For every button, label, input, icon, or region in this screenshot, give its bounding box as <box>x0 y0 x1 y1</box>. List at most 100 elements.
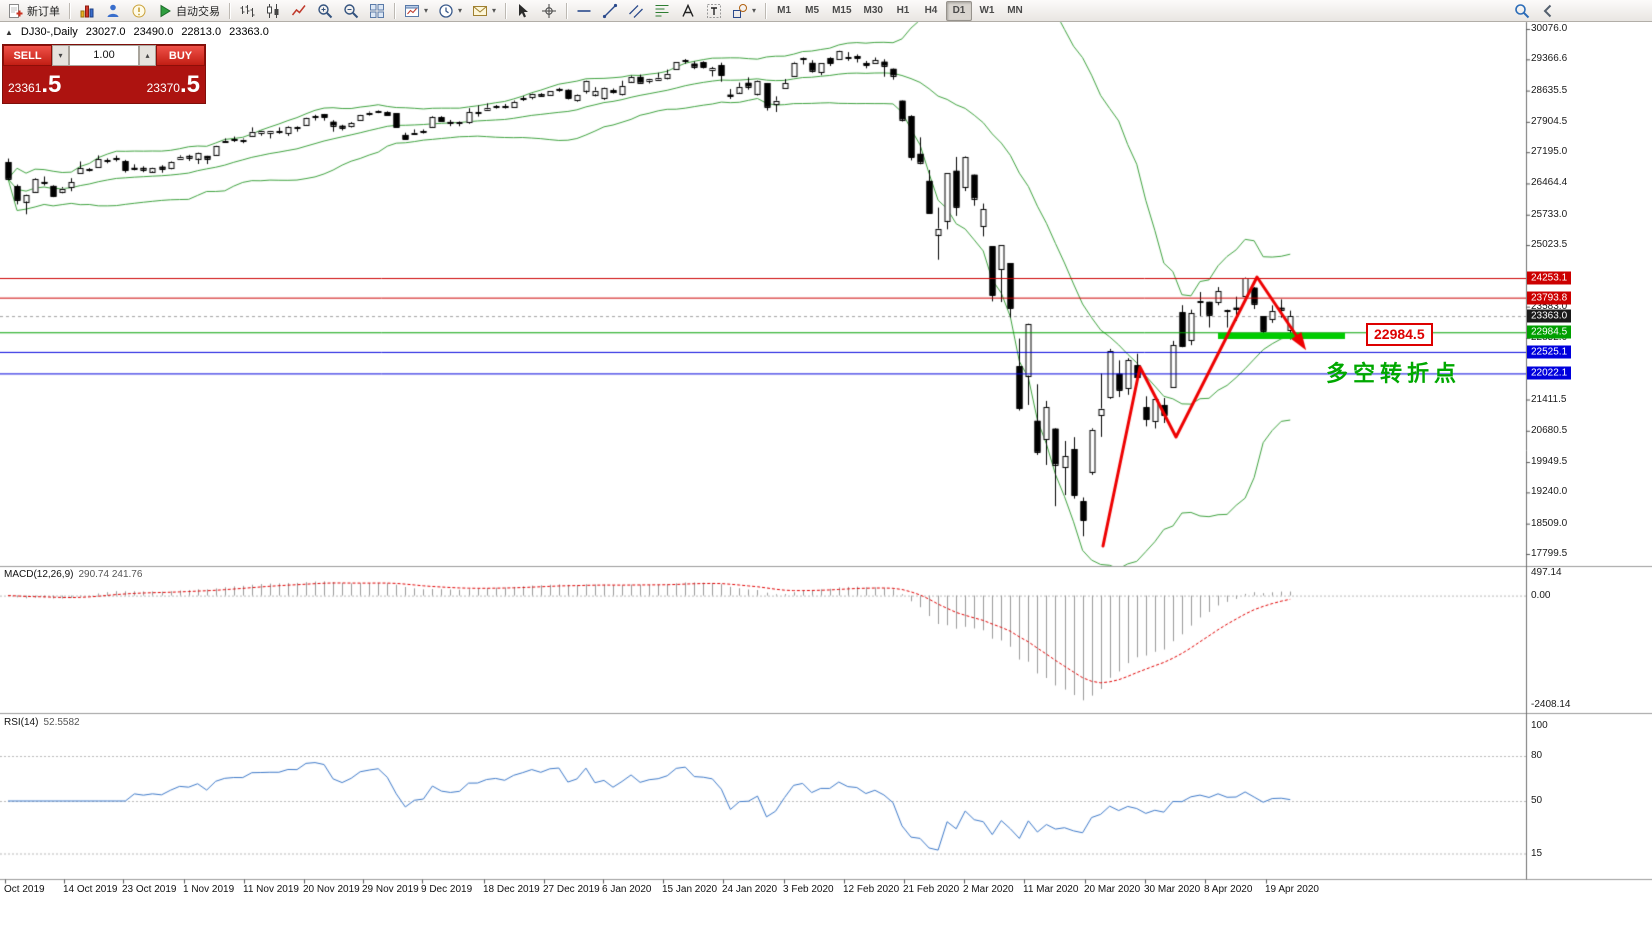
new-chart-button[interactable]: ▾ <box>400 1 432 21</box>
time-axis-label: 1 Nov 2019 <box>183 884 235 895</box>
volume-up-button[interactable]: ▴ <box>139 45 156 66</box>
time-axis-label: 6 Jan 2020 <box>602 884 652 895</box>
marketwatch-icon <box>79 3 95 19</box>
timeframe-h4-label: H4 <box>924 5 938 16</box>
price-axis-label: 17799.5 <box>1531 547 1568 559</box>
time-axis-label: 11 Nov 2019 <box>243 884 299 895</box>
timeframe-h4[interactable]: H4 <box>918 1 944 21</box>
grid-icon <box>369 3 385 19</box>
time-axis-label: 3 Feb 2020 <box>783 884 834 895</box>
buy-button[interactable]: BUY <box>156 45 205 66</box>
navigator-button[interactable] <box>127 1 151 21</box>
horizontal-line-button[interactable] <box>572 1 596 21</box>
price-axis-label: 21411.5 <box>1531 393 1567 405</box>
rsi-name: RSI(14) <box>4 717 39 728</box>
toolbar-separator <box>394 2 395 19</box>
timeframe-m30[interactable]: M30 <box>859 1 888 21</box>
autotrading-button[interactable]: 自动交易 <box>153 1 224 21</box>
trade-prices-row: 23361.5 23370.5 <box>3 66 205 103</box>
price-axis-label: 18509.0 <box>1531 517 1568 529</box>
price-axis[interactable]: 30076.0 29366.6 28635.5 27904.5 27195.0 26464… <box>1527 22 1652 879</box>
price-line-label: 22525.1 <box>1527 345 1572 359</box>
toolbar-separator <box>765 2 767 19</box>
time-axis-label: 23 Oct 2019 <box>122 884 177 895</box>
data-window-button[interactable] <box>101 1 125 21</box>
shapes-button[interactable]: ▾ <box>728 1 760 21</box>
rsi-axis-label: 15 <box>1531 847 1543 859</box>
time-axis-label: 2 Mar 2020 <box>963 884 1014 895</box>
new-order-button[interactable]: 新订单 <box>4 1 64 21</box>
trade-controls-row: SELL ▾ 1.00 ▴ BUY <box>3 45 205 66</box>
market-watch-button[interactable] <box>75 1 99 21</box>
search-button[interactable] <box>1510 1 1534 21</box>
sell-button[interactable]: SELL <box>3 45 52 66</box>
channel-button[interactable] <box>624 1 648 21</box>
time-axis-label: 30 Mar 2020 <box>1144 884 1201 895</box>
dropdown-arrow-icon: ▾ <box>752 6 757 15</box>
price-axis-label: 29366.6 <box>1531 53 1568 65</box>
bid-price-label: 23363.0 <box>1527 309 1572 323</box>
macd-axis-label: 497.14 <box>1531 567 1562 578</box>
textT-icon <box>706 3 722 19</box>
profiles-button[interactable]: ▾ <box>434 1 466 21</box>
time-axis-label: 8 Apr 2020 <box>1204 884 1253 895</box>
macd-axis-label: 0.00 <box>1531 589 1551 601</box>
trendline-icon <box>602 3 618 19</box>
volume-down-button[interactable]: ▾ <box>52 45 69 66</box>
dropdown-arrow-icon: ▾ <box>424 6 429 15</box>
panel-toggle-icon[interactable]: ▲ <box>5 27 13 37</box>
time-axis-label: 15 Jan 2020 <box>662 884 718 895</box>
fibonacci-button[interactable] <box>650 1 674 21</box>
search-icon <box>1514 3 1530 19</box>
time-axis[interactable]: Oct 2019 14 Oct 2019 23 Oct 2019 1 Nov 2019… <box>0 880 1652 910</box>
price-line-label: 22984.5 <box>1527 325 1572 339</box>
zoom-out-button[interactable] <box>339 1 363 21</box>
crosshair-button[interactable] <box>537 1 561 21</box>
price-line-label: 24253.1 <box>1527 271 1572 285</box>
trendline-button[interactable] <box>598 1 622 21</box>
price-axis-label: 25023.5 <box>1531 239 1568 251</box>
price-axis-label: 19240.0 <box>1531 486 1568 498</box>
time-axis-label: 9 Dec 2019 <box>421 884 473 895</box>
new-order-button-label: 新订单 <box>27 5 60 18</box>
zoom-in-button[interactable] <box>313 1 337 21</box>
timeframe-m5[interactable]: M5 <box>799 1 825 21</box>
timeframe-mn[interactable]: MN <box>1002 1 1028 21</box>
time-axis-label: 11 Mar 2020 <box>1023 884 1079 895</box>
candlestick-chart-button[interactable] <box>261 1 285 21</box>
back-icon <box>1540 3 1556 19</box>
indicators-button[interactable]: ▾ <box>468 1 500 21</box>
buy-price: 23370.5 <box>147 72 200 97</box>
price-line-label: 22022.1 <box>1527 366 1572 380</box>
rsi-value: 52.5582 <box>43 717 80 728</box>
text-button[interactable] <box>676 1 700 21</box>
autotrading-button-label: 自动交易 <box>176 5 220 18</box>
timeframe-w1[interactable]: W1 <box>974 1 1000 21</box>
back-button[interactable] <box>1536 1 1560 21</box>
timeframe-d1-label: D1 <box>952 5 966 16</box>
candles-icon <box>265 3 281 19</box>
line-chart-button[interactable] <box>287 1 311 21</box>
rsi-indicator-label: RSI(14) 52.5582 <box>4 717 80 728</box>
help-icon <box>131 3 147 19</box>
sell-price: 23361.5 <box>8 72 61 97</box>
tile-windows-button[interactable] <box>365 1 389 21</box>
timeframe-d1[interactable]: D1 <box>945 0 972 21</box>
price-axis-label: 20680.5 <box>1531 424 1568 436</box>
cursor-button[interactable] <box>511 1 535 21</box>
timeframe-m15[interactable]: M15 <box>827 1 856 21</box>
bar-chart-button[interactable] <box>235 1 259 21</box>
sell-price-main: 23361 <box>8 80 42 95</box>
newchart-icon <box>404 3 420 19</box>
price-axis-label: 27904.5 <box>1531 115 1568 127</box>
ohlc-high: 23490.0 <box>133 26 174 38</box>
macd-axis-label: -2408.14 <box>1531 699 1571 710</box>
macd-values: 290.74 241.76 <box>78 569 143 580</box>
timeframe-m1[interactable]: M1 <box>771 1 797 21</box>
label-button[interactable] <box>702 1 726 21</box>
volume-input[interactable]: 1.00 <box>69 45 139 66</box>
ohlc-open: 23027.0 <box>85 26 126 38</box>
timeframe-h1[interactable]: H1 <box>890 1 916 21</box>
